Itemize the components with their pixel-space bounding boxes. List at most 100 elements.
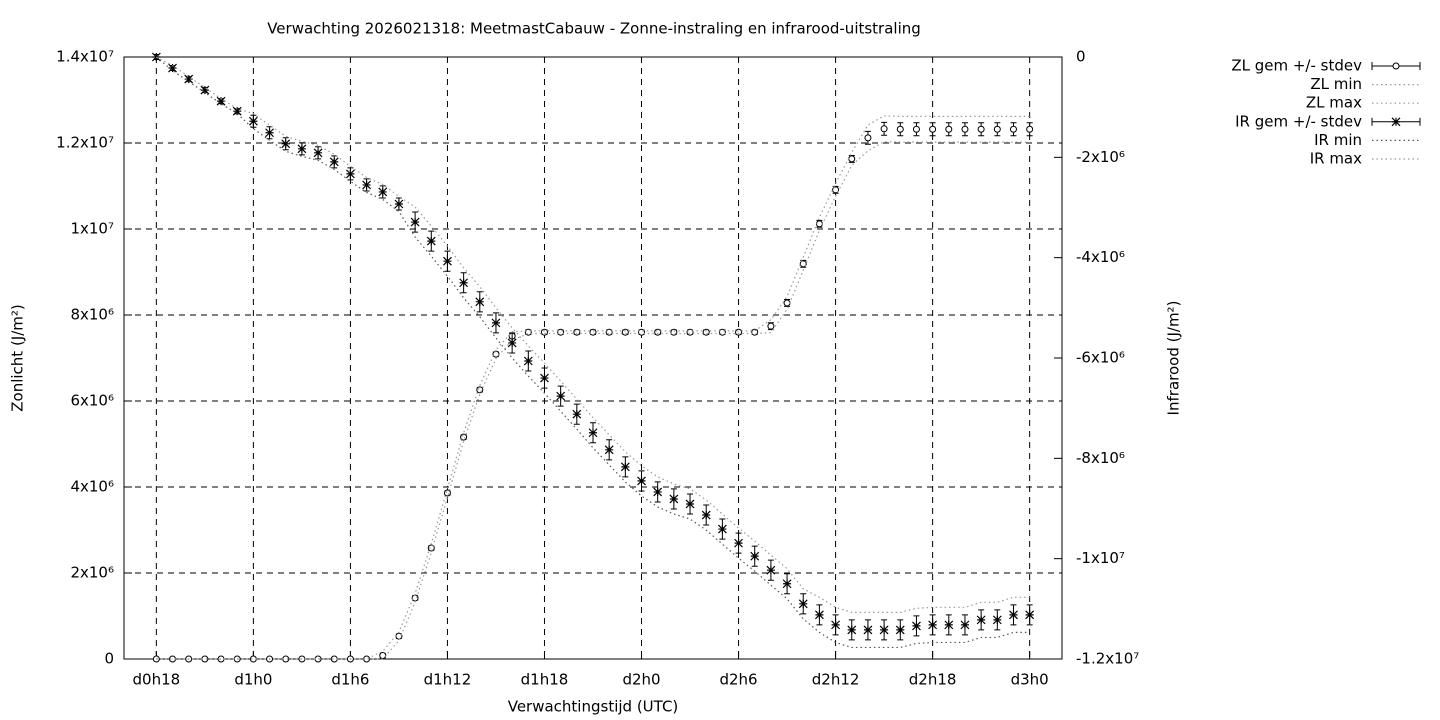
point [362,180,372,190]
point [701,510,711,520]
point [426,236,436,246]
point [960,620,970,630]
point [314,655,322,663]
point [621,328,629,336]
y-tick-label: 1.2x10⁷ [56,134,114,152]
point [895,625,905,635]
y2-tick-label: -4x10⁶ [1076,248,1125,266]
point [233,655,241,663]
y2-tick-label: 0 [1076,48,1086,66]
point [669,494,679,504]
point [863,625,873,635]
x-tick-label: d2h18 [909,671,957,689]
point [556,391,566,401]
legend-label: ZL gem +/- stdev [1231,57,1362,75]
point [864,134,872,142]
point [168,63,177,73]
point [589,328,597,336]
point [540,373,549,383]
point [912,621,921,631]
point [767,322,775,330]
point [475,297,485,307]
legend-label: IR gem +/- stdev [1235,112,1362,130]
y-tick-label: 4x10⁶ [70,478,114,496]
point [200,85,210,95]
point [427,544,435,552]
y-axis-label: Zonlicht (J/m²) [9,304,27,412]
legend-label: IR min [1314,131,1362,149]
point [702,328,710,336]
point [248,116,258,126]
point [848,155,856,163]
point [751,328,759,336]
point [460,433,468,441]
point [557,328,565,336]
point [1391,117,1401,127]
point [281,139,291,149]
point [638,328,646,336]
point [670,328,678,336]
point [1026,125,1034,133]
point [928,620,938,630]
chart-title: Verwachting 2026021318: MeetmastCabauw -… [267,20,921,38]
legend-label: ZL min [1310,75,1362,93]
point [766,565,776,575]
point [832,186,840,194]
y2-tick-label: -8x10⁶ [1076,449,1125,467]
point [394,199,404,209]
point [232,106,242,116]
plot-frame [123,56,1063,660]
point [184,74,194,84]
point [524,328,532,336]
x-tick-label: d0h18 [133,671,181,689]
series-line [156,141,1030,660]
y2-axis-label: Infrarood (J/m²) [1165,301,1183,416]
x-tick-label: d1h12 [424,671,472,689]
point [345,169,355,179]
series-line [156,56,1030,613]
point [1009,125,1017,133]
point [653,487,663,497]
y-tick-label: 1x10⁷ [70,220,114,238]
point [686,328,694,336]
point [217,655,225,663]
series-line [156,115,1030,660]
point [944,620,954,630]
x-tick-label: d3h0 [1011,671,1049,689]
y2-tick-label: -1x10⁷ [1076,549,1125,567]
point [912,125,920,133]
x-tick-label: d1h0 [234,671,272,689]
series-line [155,56,1030,649]
point [750,551,760,561]
point [573,328,581,336]
point [782,579,792,589]
point [929,125,937,133]
x-tick-label: d2h0 [622,671,660,689]
point [491,318,501,328]
point [297,144,307,154]
point [798,599,808,609]
x-tick-label: d1h6 [331,671,369,689]
point [814,610,824,620]
point [847,625,857,635]
point [443,256,452,266]
y-tick-label: 0 [104,650,114,668]
point [265,128,274,138]
point [410,217,420,227]
y2-tick-label: -6x10⁶ [1076,349,1125,367]
point [443,489,451,497]
legend-label: IR max [1310,150,1362,168]
point [476,386,484,394]
x-tick-label: d1h18 [521,671,569,689]
point [216,96,226,106]
point [523,356,533,366]
legend-label: ZL max [1306,94,1362,112]
point [313,148,323,158]
point [976,615,986,625]
y-tick-label: 1.4x10⁷ [56,48,114,66]
point [507,338,517,348]
point [605,328,613,336]
point [993,125,1001,133]
y-tick-label: 6x10⁶ [70,392,114,410]
